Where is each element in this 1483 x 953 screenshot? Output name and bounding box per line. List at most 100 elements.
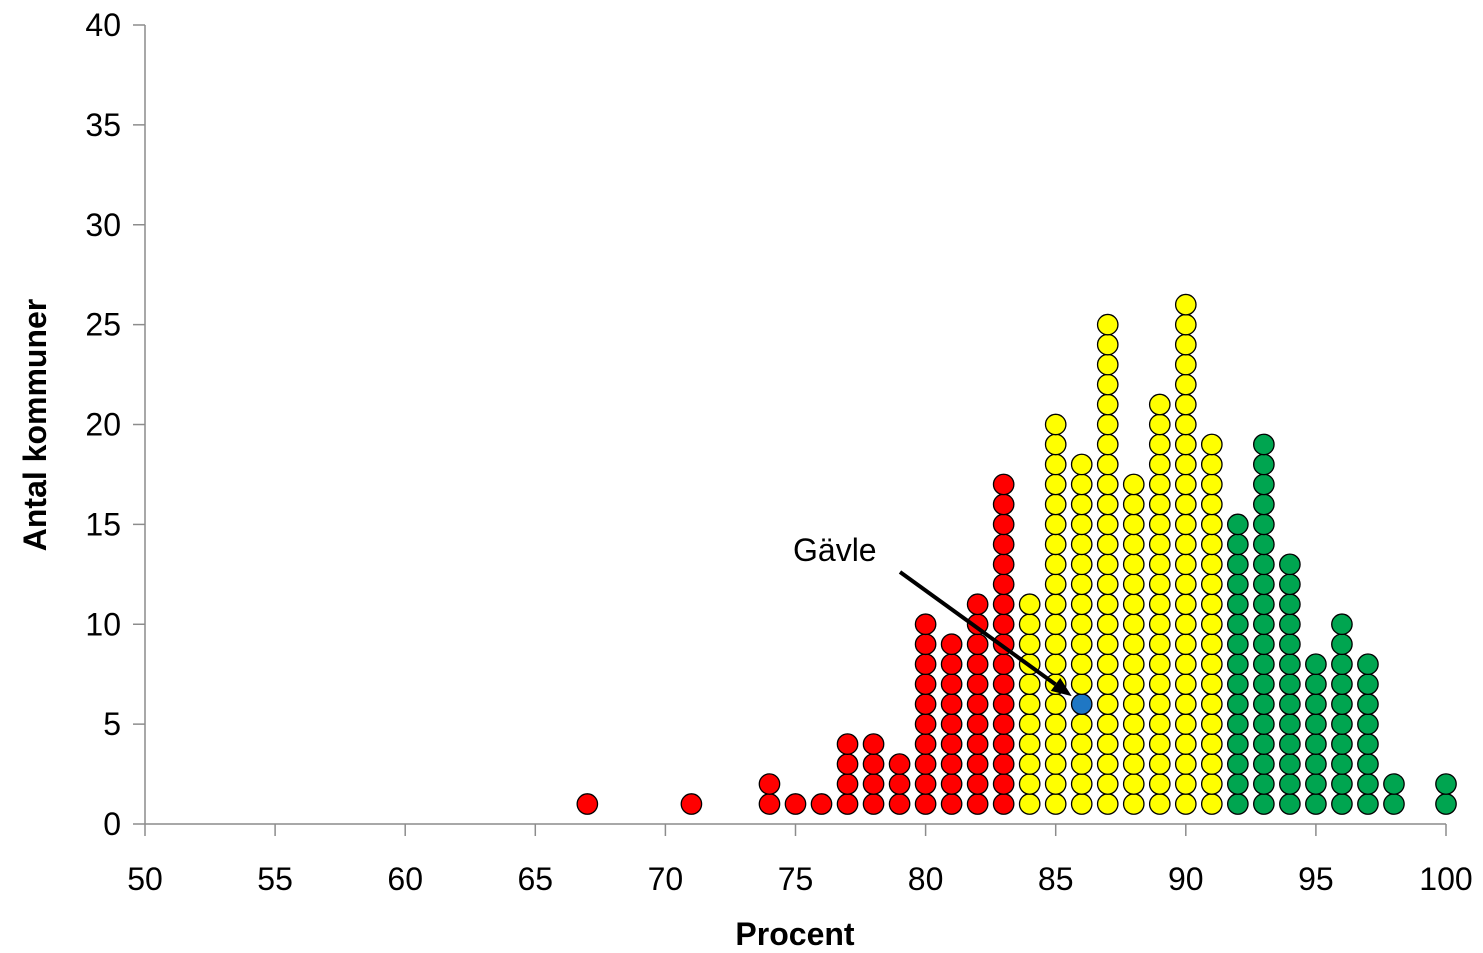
data-point [1174,313,1197,336]
data-point [1253,753,1275,775]
y-tick-label: 25 [85,307,121,343]
data-point [1148,733,1171,755]
data-point [1174,453,1197,476]
data-point [1226,653,1249,676]
data-point [1200,753,1223,775]
data-point [1331,773,1353,795]
data-point [914,753,937,775]
data-point [992,653,1015,676]
data-point [966,733,989,755]
data-point [1331,713,1353,735]
data-point [1044,733,1067,755]
data-point [940,673,963,696]
data-point [1174,773,1197,795]
data-point [1148,573,1171,596]
data-point [1122,773,1145,795]
data-point [1253,553,1275,576]
y-tick-label: 0 [103,806,121,842]
data-point [1018,593,1041,616]
data-point [1096,713,1119,735]
data-point [1122,633,1145,656]
data-point [1122,513,1145,536]
x-tick-label: 85 [1038,861,1074,897]
data-point [1174,373,1197,396]
data-point [1279,713,1301,735]
data-point [1096,373,1119,396]
data-point [1357,713,1379,735]
data-point [1253,633,1275,656]
data-point [1174,673,1197,696]
data-point [1148,593,1171,616]
data-point [1018,673,1041,696]
data-point [1226,613,1249,636]
data-point [992,553,1015,576]
data-point [1174,613,1197,636]
data-point [1122,693,1145,716]
data-point [1253,573,1275,596]
data-point [1096,493,1119,516]
data-point [1070,753,1093,775]
data-point [1070,553,1093,576]
data-point [1200,673,1223,696]
data-point [1070,653,1093,676]
data-point [1435,773,1457,795]
data-point [940,653,963,676]
data-point [1096,353,1119,376]
data-point [1148,613,1171,636]
data-point [1174,533,1197,556]
data-point [992,533,1015,556]
y-tick-label: 40 [85,7,121,43]
data-point [836,733,859,755]
data-point [1044,773,1067,795]
data-point [1174,353,1197,376]
data-point [1174,493,1197,516]
data-point [1096,773,1119,795]
data-point [1044,653,1067,676]
data-point [1200,433,1223,456]
data-point [1200,473,1223,496]
data-point [1044,593,1067,616]
y-tick-label: 5 [103,706,121,742]
data-point [1044,473,1067,496]
data-point [914,773,937,795]
data-point [1435,793,1457,815]
data-point [1044,493,1067,516]
data-point [888,753,911,775]
data-point [1226,713,1249,735]
data-point [758,773,781,795]
data-point [1070,713,1093,735]
data-point [1070,793,1093,815]
data-point [1148,433,1171,456]
data-point [1044,613,1067,636]
data-point [940,633,963,656]
y-axis-title: Antal kommuner [17,299,53,551]
data-point [1279,553,1301,576]
axes [144,25,1446,825]
data-point [862,733,885,755]
data-point [1096,533,1119,556]
data-point [1122,793,1145,815]
data-point [1174,473,1197,496]
highlight-point [1070,693,1093,716]
data-point [1122,733,1145,755]
data-point [1253,653,1275,676]
data-point [1044,453,1067,476]
data-point [1096,753,1119,775]
data-point [1018,733,1041,755]
data-point [1148,693,1171,716]
data-point [1253,793,1275,815]
data-point [1174,653,1197,676]
data-point [1174,593,1197,616]
x-axis-ticks: 50 55 60 65 70 75 80 85 90 95 100 [127,824,1473,897]
data-point [836,773,859,795]
data-point [1279,613,1301,636]
data-point [1070,573,1093,596]
data-point [1226,513,1249,536]
data-point [1253,533,1275,556]
data-point [1279,593,1301,616]
data-point [1096,473,1119,496]
data-point [1148,653,1171,676]
data-point [1253,593,1275,616]
data-point [1148,533,1171,556]
data-point [1070,773,1093,795]
